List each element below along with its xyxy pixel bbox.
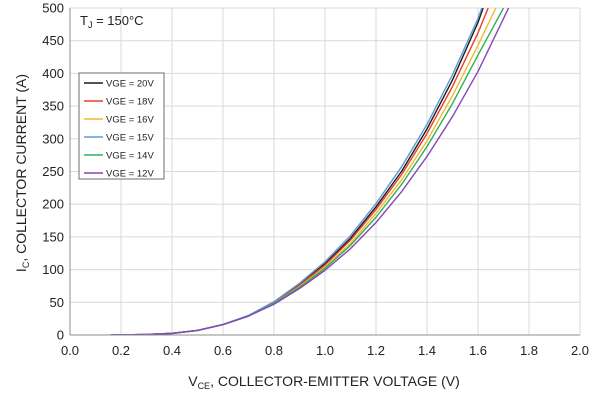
legend-box (78, 72, 165, 180)
grid (70, 7, 581, 335)
x-tick-label: 2.0 (571, 343, 589, 358)
x-tick-label: 1.0 (316, 343, 334, 358)
x-tick-label: 1.6 (469, 343, 487, 358)
y-tick-label: 200 (42, 197, 64, 212)
y-tick-label: 300 (42, 131, 64, 146)
x-tick-label: 1.2 (367, 343, 385, 358)
y-axis-title: IC, COLLECTOR CURRENT (A) (13, 74, 31, 272)
annotation-main: T (80, 13, 88, 28)
x-tick-label: 1.8 (520, 343, 538, 358)
y-tick-label: 450 (42, 33, 64, 48)
annotation-rest: = 150°C (92, 13, 143, 28)
series-layer (110, 8, 510, 335)
y-tick-label: 0 (57, 328, 64, 343)
legend-label-1: VGE = 20V (106, 79, 154, 90)
y-tick-label: 500 (42, 1, 64, 16)
x-tick-label: 0.2 (112, 343, 130, 358)
x-tick-label: 0.6 (214, 343, 232, 358)
y-axis-title-main: I (13, 268, 29, 272)
y-tick-label: 100 (42, 262, 64, 277)
y-tick-label: 150 (42, 229, 64, 244)
x-axis-title-main: V (188, 373, 198, 389)
x-tick-label: 0.4 (163, 343, 181, 358)
y-axis-title-rest: , COLLECTOR CURRENT (A) (13, 74, 29, 262)
y-tick-label: 250 (42, 164, 64, 179)
legend-label-2: VGE = 18V (106, 97, 154, 108)
legend-label-4: VGE = 15V (106, 133, 154, 144)
y-tick-label: 50 (50, 295, 64, 310)
x-tick-label: 1.4 (418, 343, 436, 358)
legend: VGE = 20V VGE = 18V VGE = 16V VGE = 15V VGE … (78, 72, 165, 180)
legend-items: VGE = 20V VGE = 18V VGE = 16V VGE = 15V VGE … (84, 79, 154, 180)
x-tick-label: 0.0 (61, 343, 79, 358)
y-tick-label: 350 (42, 99, 64, 114)
x-tick-label: 0.8 (265, 343, 283, 358)
legend-label-6: VGE = 12V (106, 169, 154, 180)
axes: 0.0 0.2 0.4 0.6 0.8 1.0 1.2 1.4 1.6 1.8 2.0 0 50 100 1… (42, 1, 589, 359)
series-line-6 (110, 8, 510, 335)
legend-label-3: VGE = 16V (106, 115, 154, 126)
y-tick-label: 400 (42, 66, 64, 81)
legend-label-5: VGE = 14V (106, 151, 154, 162)
x-axis-title-sub: CE (198, 381, 211, 391)
x-axis-title-rest: , COLLECTOR-EMITTER VOLTAGE (V) (210, 373, 460, 389)
y-axis-title-sub: C (21, 261, 31, 268)
annotation: TJ = 150°C (80, 13, 144, 30)
x-axis-title: VCE, COLLECTOR-EMITTER VOLTAGE (V) (188, 373, 460, 391)
annotation-sub: J (88, 20, 93, 30)
